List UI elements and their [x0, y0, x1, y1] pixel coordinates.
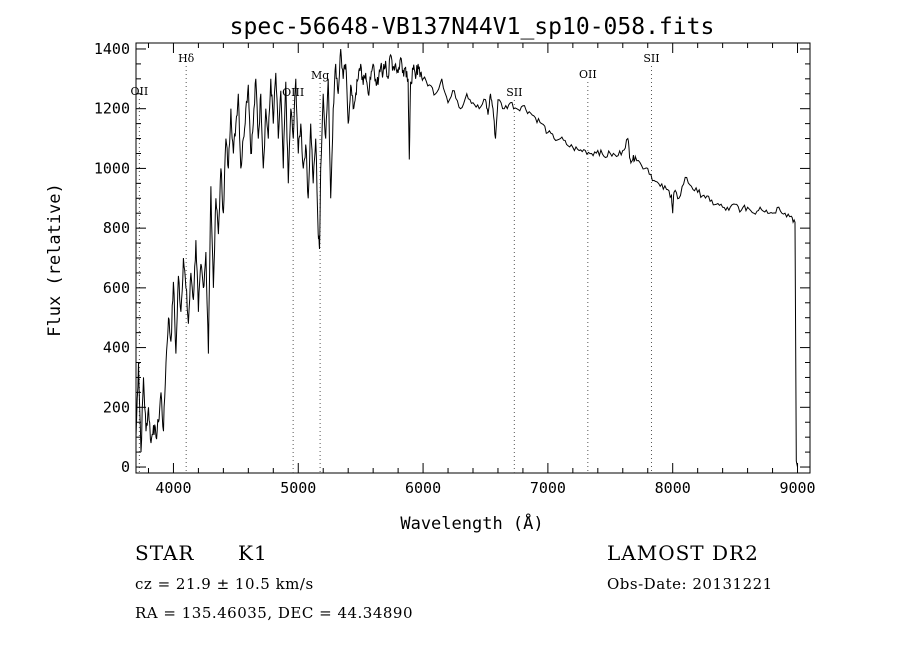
x-tick-label: 6000	[405, 479, 441, 497]
y-axis-label: Flux (relative)	[45, 183, 65, 337]
chart-title: spec-56648-VB137N44V1_sp10-058.fits	[230, 14, 715, 40]
object-class: STAR	[135, 541, 195, 565]
line-marker-label: OII	[131, 85, 149, 98]
object-subclass: K1	[238, 541, 268, 565]
line-marker-label: Hδ	[178, 52, 195, 65]
line-marker-label: Mg	[311, 69, 329, 82]
y-tick-label: 800	[103, 219, 130, 237]
coordinates: RA = 135.46035, DEC = 44.34890	[135, 604, 414, 622]
y-tick-label: 1200	[94, 100, 130, 118]
y-tick-label: 200	[103, 398, 130, 416]
x-tick-label: 5000	[280, 479, 316, 497]
y-tick-label: 0	[121, 458, 130, 476]
x-tick-label: 8000	[655, 479, 691, 497]
y-tick-label: 1000	[94, 159, 130, 177]
y-tick-label: 600	[103, 279, 130, 297]
y-tick-label: 1400	[94, 40, 130, 58]
line-markers: OII Hδ OIII Mg SII OII SII	[131, 52, 660, 473]
x-tick-label: 7000	[530, 479, 566, 497]
velocity-readout: cz = 21.9 ± 10.5 km/s	[135, 575, 314, 593]
x-tick-label: 9000	[779, 479, 815, 497]
x-tick-label: 4000	[155, 479, 191, 497]
line-marker-label: OII	[579, 68, 597, 81]
y-tick-label: 400	[103, 339, 130, 357]
line-marker-label: SII	[506, 86, 522, 99]
line-marker-label: SII	[643, 52, 659, 65]
line-marker-label: OIII	[282, 86, 304, 99]
obs-date: Obs-Date: 20131221	[607, 575, 773, 593]
axes: 4000 5000 6000 7000 8000 9000 0 200 400 600 800 100…	[94, 40, 816, 497]
x-axis-label: Wavelength (Å)	[400, 512, 543, 534]
survey-name: LAMOST DR2	[607, 541, 759, 565]
spectrum-line	[135, 48, 798, 468]
